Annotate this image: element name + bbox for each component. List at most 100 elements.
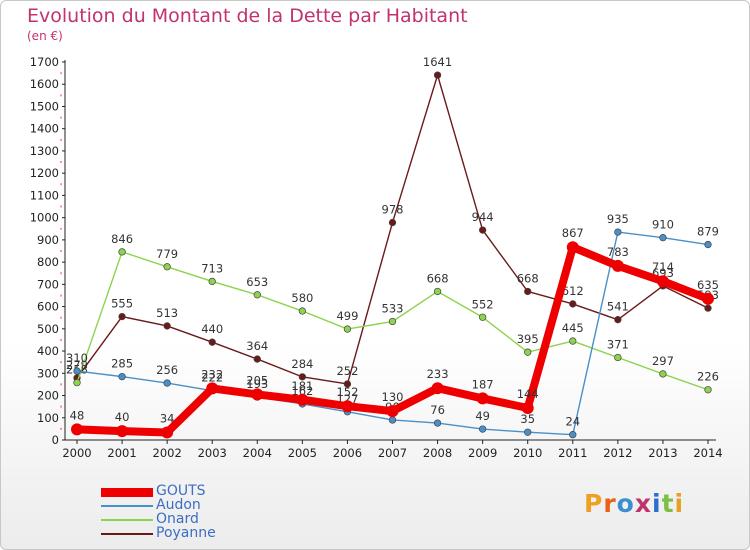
data-point-poyanne [524, 287, 532, 296]
data-point-poyanne [433, 71, 442, 79]
data-label-gouts: 34 [160, 411, 175, 425]
data-label-poyanne: 440 [201, 322, 223, 336]
data-point-gouts [386, 405, 399, 418]
data-label-poyanne: 1641 [423, 55, 452, 69]
y-tick-label: 100 [37, 411, 59, 425]
logo-letter: i [674, 489, 685, 518]
y-tick-label: 1700 [30, 55, 59, 69]
data-point-gouts [161, 426, 174, 439]
data-point-onard [704, 386, 712, 394]
data-label-poyanne: 978 [382, 203, 404, 217]
data-label-gouts: 232 [201, 367, 223, 381]
data-point-poyanne [253, 355, 261, 363]
y-tick-label: 1500 [30, 99, 59, 113]
data-label-gouts: 40 [115, 410, 130, 424]
legend-label-audon: Audon [156, 497, 201, 513]
data-point-onard [253, 291, 261, 299]
data-point-audon [163, 379, 171, 387]
data-label-gouts: 144 [517, 387, 539, 401]
data-label-poyanne: 555 [111, 297, 133, 311]
data-point-audon [73, 367, 81, 375]
data-point-onard [163, 263, 171, 271]
data-label-audon: 162 [291, 384, 313, 398]
x-tick-label: 2010 [513, 446, 542, 460]
data-label-audon: 222 [201, 371, 223, 385]
data-point-poyanne [118, 312, 126, 321]
data-point-audon [614, 228, 622, 236]
data-point-onard [659, 370, 667, 378]
x-tick-label: 2009 [468, 446, 497, 460]
data-point-gouts [566, 241, 579, 254]
legend: GOUTS Audon Onard Poyanne [101, 483, 301, 541]
data-point-audon [524, 428, 532, 436]
x-tick-label: 2006 [333, 446, 362, 460]
data-point-gouts [611, 259, 624, 272]
data-point-poyanne [704, 304, 712, 312]
data-label-audon: 49 [475, 409, 490, 423]
data-point-poyanne [208, 338, 216, 346]
legend-swatch-gouts [101, 488, 153, 497]
y-tick-label: 1100 [30, 188, 59, 202]
data-label-gouts: 233 [427, 367, 449, 381]
chart-title: Evolution du Montant de la Dette par Hab… [27, 5, 468, 27]
data-label-audon: 76 [430, 403, 445, 417]
x-tick-label: 2013 [648, 446, 677, 460]
data-label-onard: 499 [336, 309, 358, 323]
data-point-audon [388, 416, 397, 424]
y-tick-label: 700 [37, 277, 59, 291]
data-point-gouts [702, 292, 714, 305]
data-label-audon: 935 [607, 212, 629, 226]
data-label-gouts: 867 [562, 226, 584, 240]
x-tick-label: 2005 [288, 446, 317, 460]
logo-letter: P [584, 489, 604, 518]
data-point-onard [524, 348, 532, 356]
data-label-poyanne: 541 [607, 300, 629, 314]
y-tick-label: 200 [37, 389, 59, 403]
data-label-onard: 653 [246, 275, 268, 289]
data-label-gouts: 635 [697, 278, 719, 292]
legend-item-gouts: GOUTS [101, 483, 301, 499]
data-label-poyanne: 513 [156, 306, 178, 320]
legend-item-poyanne: Poyanne [101, 525, 301, 541]
x-tick-label: 2002 [153, 446, 182, 460]
data-label-onard: 779 [156, 247, 178, 261]
data-label-gouts: 48 [70, 408, 85, 422]
data-point-onard [614, 353, 622, 362]
data-point-onard [118, 248, 126, 256]
logo-letter: t [661, 489, 675, 518]
data-label-audon: 910 [652, 218, 674, 232]
data-label-onard: 297 [652, 354, 674, 368]
x-tick-label: 2004 [243, 446, 272, 460]
y-tick-label: 900 [37, 233, 59, 247]
data-point-onard [343, 325, 352, 333]
data-label-audon: 879 [697, 225, 719, 239]
logo-letter: i [652, 489, 662, 518]
data-label-audon: 35 [520, 412, 535, 426]
data-label-onard: 371 [607, 338, 629, 352]
data-point-gouts [476, 392, 489, 405]
data-label-onard: 713 [201, 261, 223, 275]
y-tick-label: 0 [52, 433, 59, 447]
legend-swatch-onard [101, 519, 153, 521]
data-point-poyanne [614, 316, 622, 324]
data-label-gouts: 205 [246, 373, 268, 387]
data-label-gouts: 152 [336, 385, 358, 399]
data-point-gouts [116, 425, 129, 438]
data-point-audon [118, 372, 126, 381]
y-tick-label: 1600 [30, 77, 59, 91]
data-point-audon [433, 419, 442, 427]
data-point-poyanne [298, 373, 307, 381]
data-label-poyanne: 252 [336, 364, 358, 378]
data-label-onard: 552 [472, 297, 494, 311]
x-tick-label: 2012 [603, 446, 632, 460]
data-point-onard [569, 337, 577, 345]
data-point-gouts [206, 382, 219, 395]
data-label-gouts: 714 [652, 260, 674, 274]
x-tick-label: 2014 [693, 446, 722, 460]
data-point-audon [478, 425, 487, 433]
data-point-gouts [71, 423, 83, 436]
data-label-audon: 310 [66, 351, 88, 365]
data-point-audon [704, 240, 712, 249]
x-tick-label: 2007 [378, 446, 407, 460]
